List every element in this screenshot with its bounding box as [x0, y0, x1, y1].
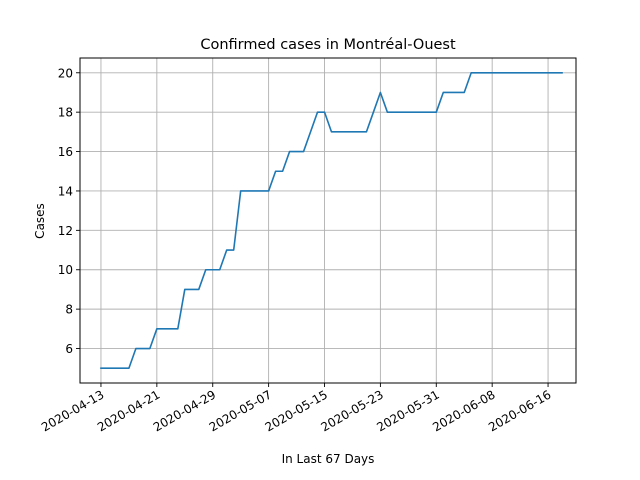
data-point [505, 72, 507, 74]
data-point [540, 72, 542, 74]
data-point [170, 328, 172, 330]
data-point [498, 72, 500, 74]
data-point [380, 92, 382, 94]
y-tick-label: 10 [58, 263, 73, 277]
data-point [352, 131, 354, 133]
data-point [282, 170, 284, 172]
data-series [100, 71, 563, 370]
data-point [401, 111, 403, 113]
data-point [149, 348, 151, 350]
x-axis-label: In Last 67 Days [282, 452, 375, 466]
data-point [345, 131, 347, 133]
data-point [491, 72, 493, 74]
data-point [219, 269, 221, 271]
data-point [177, 328, 179, 330]
data-point [212, 269, 214, 271]
data-point [422, 111, 424, 113]
data-point [135, 348, 137, 350]
data-point [366, 131, 368, 133]
data-point [296, 151, 298, 153]
data-point [240, 190, 242, 192]
grid [80, 58, 576, 383]
data-point [408, 111, 410, 113]
data-point [289, 151, 291, 153]
data-point [561, 72, 563, 74]
data-point [359, 131, 361, 133]
data-point [226, 249, 228, 251]
data-point [107, 367, 109, 369]
data-point [373, 111, 375, 113]
data-point [254, 190, 256, 192]
data-point [533, 72, 535, 74]
data-point [394, 111, 396, 113]
data-point [163, 328, 165, 330]
data-point [428, 111, 430, 113]
data-point [310, 131, 312, 133]
data-point [415, 111, 417, 113]
data-point [338, 131, 340, 133]
data-point [275, 170, 277, 172]
data-point [449, 92, 451, 94]
data-point [268, 190, 270, 192]
y-axis-label: Cases [33, 203, 47, 239]
series-line [100, 71, 563, 370]
data-point [435, 111, 437, 113]
data-point [324, 111, 326, 113]
y-tick-label: 8 [65, 303, 73, 317]
data-point [547, 72, 549, 74]
data-point [456, 92, 458, 94]
y-tick-label: 16 [58, 145, 73, 159]
data-point [484, 72, 486, 74]
data-point [519, 72, 521, 74]
data-point [477, 72, 479, 74]
y-tick-label: 12 [58, 224, 73, 238]
data-point [114, 367, 116, 369]
data-point [331, 131, 333, 133]
data-point [512, 72, 514, 74]
data-point [205, 269, 207, 271]
data-point [442, 92, 444, 94]
y-tick-label: 18 [58, 106, 73, 120]
data-point [470, 72, 472, 74]
data-point [303, 151, 305, 153]
data-point [191, 289, 193, 291]
data-point [198, 289, 200, 291]
data-point [526, 72, 528, 74]
data-point [554, 72, 556, 74]
data-point [317, 111, 319, 113]
data-point [463, 92, 465, 94]
data-point [184, 289, 186, 291]
y-tick-label: 14 [58, 184, 73, 198]
chart-title: Confirmed cases in Montréal-Ouest [200, 37, 456, 53]
data-point [121, 367, 123, 369]
y-tick-label: 6 [65, 342, 73, 356]
data-point [100, 367, 102, 369]
data-point [142, 348, 144, 350]
data-point [387, 111, 389, 113]
data-point [247, 190, 249, 192]
data-point [233, 249, 235, 251]
data-point [261, 190, 263, 192]
data-point [156, 328, 158, 330]
plot-frame [79, 57, 577, 384]
y-tick-label: 20 [58, 66, 73, 80]
data-point [128, 367, 130, 369]
